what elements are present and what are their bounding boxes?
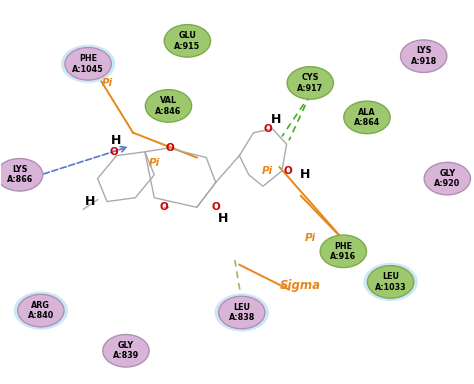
Text: Sigma: Sigma [280,279,321,292]
Text: GLY
A:839: GLY A:839 [113,341,139,361]
Ellipse shape [424,162,471,195]
Ellipse shape [320,235,366,268]
Text: Pi: Pi [305,233,316,243]
Ellipse shape [18,295,64,327]
Text: H: H [218,212,228,225]
Ellipse shape [61,45,115,83]
Text: LEU
A:1033: LEU A:1033 [375,272,406,291]
Ellipse shape [344,101,390,134]
Ellipse shape [103,334,149,367]
Text: Pi: Pi [149,158,160,168]
Text: LEU
A:838: LEU A:838 [228,303,255,322]
Text: O: O [211,202,220,212]
Ellipse shape [65,48,111,80]
Text: PHE
A:916: PHE A:916 [330,242,356,261]
Text: H: H [271,113,281,126]
Text: CYS
A:917: CYS A:917 [297,73,323,93]
Text: O: O [264,124,272,134]
Text: PHE
A:1045: PHE A:1045 [73,54,104,73]
Text: ALA
A:864: ALA A:864 [354,108,380,127]
Ellipse shape [219,296,265,329]
Ellipse shape [146,89,191,122]
Text: ARG
A:840: ARG A:840 [28,301,54,320]
Text: O: O [283,166,292,176]
Text: O: O [159,202,168,212]
Text: VAL
A:846: VAL A:846 [155,96,182,116]
Text: H: H [85,195,96,208]
Text: H: H [301,168,311,181]
Text: Pi: Pi [262,166,273,176]
Ellipse shape [367,266,414,298]
Text: LYS
A:918: LYS A:918 [410,46,437,66]
Text: O: O [165,143,174,153]
Ellipse shape [164,25,210,57]
Text: GLY
A:920: GLY A:920 [434,169,460,188]
Text: H: H [111,134,122,147]
Ellipse shape [14,291,68,330]
Ellipse shape [215,293,269,332]
Ellipse shape [287,67,333,99]
Text: Pi: Pi [101,78,113,88]
Text: GLU
A:915: GLU A:915 [174,31,201,51]
Ellipse shape [364,263,418,301]
Text: O: O [110,147,118,157]
Ellipse shape [401,40,447,73]
Text: LYS
A:866: LYS A:866 [7,165,33,184]
Ellipse shape [0,159,43,191]
